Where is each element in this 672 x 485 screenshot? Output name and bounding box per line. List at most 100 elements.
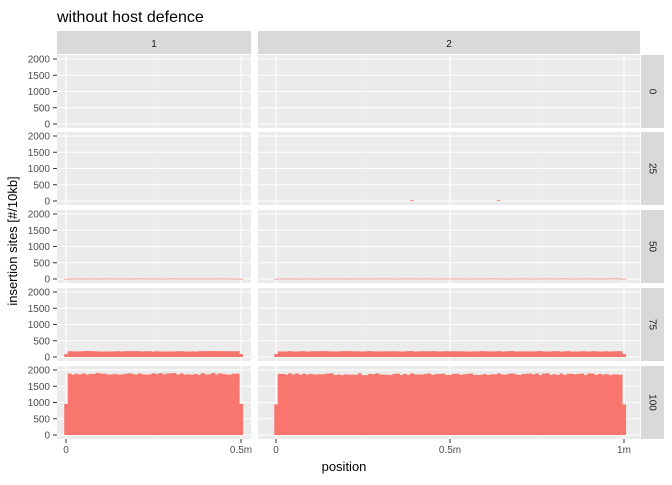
histogram-bar bbox=[392, 278, 397, 280]
histogram-bar bbox=[479, 351, 484, 357]
histogram-bar bbox=[500, 278, 505, 280]
histogram-bar bbox=[514, 351, 519, 357]
histogram-bar bbox=[190, 374, 195, 435]
row-strip bbox=[641, 288, 664, 361]
histogram-bar bbox=[218, 278, 223, 280]
histogram-bar bbox=[430, 351, 435, 357]
histogram-bar bbox=[416, 278, 421, 280]
histogram-bar bbox=[496, 373, 501, 435]
histogram-bar bbox=[455, 373, 459, 435]
histogram-bar bbox=[552, 278, 557, 280]
histogram-bar bbox=[109, 278, 114, 280]
histogram-bar bbox=[347, 374, 352, 435]
histogram-bar bbox=[225, 351, 230, 357]
histogram-bar bbox=[95, 351, 100, 357]
histogram-bar bbox=[573, 374, 578, 435]
histogram-bar bbox=[225, 374, 230, 435]
histogram-bar bbox=[109, 374, 114, 435]
histogram-bar bbox=[302, 373, 306, 435]
histogram-bar bbox=[385, 278, 390, 280]
histogram-bar bbox=[587, 351, 592, 357]
histogram-bar bbox=[197, 374, 202, 435]
histogram-bar bbox=[64, 278, 69, 280]
histogram-bar bbox=[437, 351, 442, 357]
histogram-bar bbox=[361, 375, 366, 435]
histogram-bar bbox=[490, 374, 494, 435]
histogram-bar bbox=[455, 351, 459, 357]
histogram-bar bbox=[329, 278, 334, 280]
histogram-bar bbox=[214, 374, 219, 435]
histogram-bar bbox=[549, 278, 553, 280]
histogram-bar bbox=[232, 373, 237, 435]
histogram-bar bbox=[413, 374, 418, 435]
histogram-bar bbox=[113, 278, 118, 280]
histogram-bar bbox=[190, 351, 195, 357]
histogram-bar bbox=[611, 374, 616, 435]
histogram-bar bbox=[165, 373, 170, 435]
histogram-bar bbox=[92, 373, 97, 435]
histogram-bar bbox=[298, 278, 303, 280]
histogram-bar bbox=[528, 373, 533, 435]
histogram-bar bbox=[179, 351, 184, 357]
histogram-bar bbox=[102, 278, 107, 280]
y-tick-label: 500 bbox=[33, 180, 50, 191]
histogram-bar bbox=[423, 278, 428, 280]
histogram-bar bbox=[322, 351, 327, 357]
histogram-bar bbox=[448, 278, 453, 280]
histogram-bar bbox=[141, 351, 146, 357]
x-tick-label: 0.5m bbox=[439, 445, 461, 456]
histogram-bar bbox=[430, 374, 435, 435]
histogram-bar bbox=[225, 278, 230, 280]
row-strip bbox=[641, 55, 664, 128]
histogram-bar bbox=[434, 374, 439, 435]
histogram-bar bbox=[479, 374, 484, 435]
histogram-bar bbox=[340, 278, 345, 280]
histogram-bar bbox=[611, 278, 616, 280]
histogram-bar bbox=[329, 351, 334, 357]
histogram-bar bbox=[531, 278, 536, 280]
histogram-bar bbox=[316, 351, 320, 357]
histogram-bar bbox=[430, 278, 435, 280]
histogram-bar bbox=[71, 351, 76, 357]
histogram-bar bbox=[92, 351, 97, 357]
histogram-bar bbox=[423, 373, 428, 435]
histogram-bar bbox=[183, 374, 188, 435]
histogram-bar bbox=[78, 374, 83, 435]
histogram-bar bbox=[542, 351, 546, 357]
histogram-bar bbox=[563, 351, 567, 357]
y-tick-label: 2000 bbox=[28, 132, 51, 143]
histogram-bar bbox=[193, 373, 198, 435]
histogram-bar bbox=[472, 351, 477, 357]
y-tick-label: 2000 bbox=[28, 210, 51, 221]
histogram-bar bbox=[284, 351, 289, 357]
y-tick-label: 500 bbox=[33, 336, 50, 347]
histogram-bar bbox=[458, 374, 463, 435]
histogram-bar bbox=[127, 278, 132, 280]
histogram-bar bbox=[556, 375, 560, 435]
histogram-bar bbox=[587, 373, 592, 435]
histogram-bar bbox=[322, 278, 327, 280]
histogram-bar bbox=[566, 351, 571, 357]
histogram-bar bbox=[158, 351, 163, 357]
histogram-bar bbox=[347, 351, 352, 357]
histogram-bar bbox=[211, 372, 216, 435]
column-strip bbox=[258, 31, 640, 54]
histogram-bar bbox=[165, 278, 170, 280]
histogram-bar bbox=[235, 351, 240, 357]
histogram-bar bbox=[274, 354, 279, 357]
histogram-bar bbox=[392, 351, 397, 357]
column-strip-label: 1 bbox=[151, 39, 157, 50]
histogram-bar bbox=[88, 351, 93, 357]
histogram-bar bbox=[169, 278, 174, 280]
histogram-bar bbox=[496, 278, 501, 280]
histogram-bar bbox=[88, 373, 93, 435]
histogram-bar bbox=[350, 351, 355, 357]
histogram-bar bbox=[594, 351, 599, 357]
histogram-bar bbox=[472, 374, 477, 435]
histogram-bar bbox=[106, 351, 111, 357]
histogram-bar bbox=[375, 373, 379, 435]
histogram-bar bbox=[368, 278, 372, 280]
histogram-bar bbox=[622, 354, 627, 357]
histogram-bar bbox=[552, 351, 557, 357]
histogram-bar bbox=[130, 351, 135, 357]
